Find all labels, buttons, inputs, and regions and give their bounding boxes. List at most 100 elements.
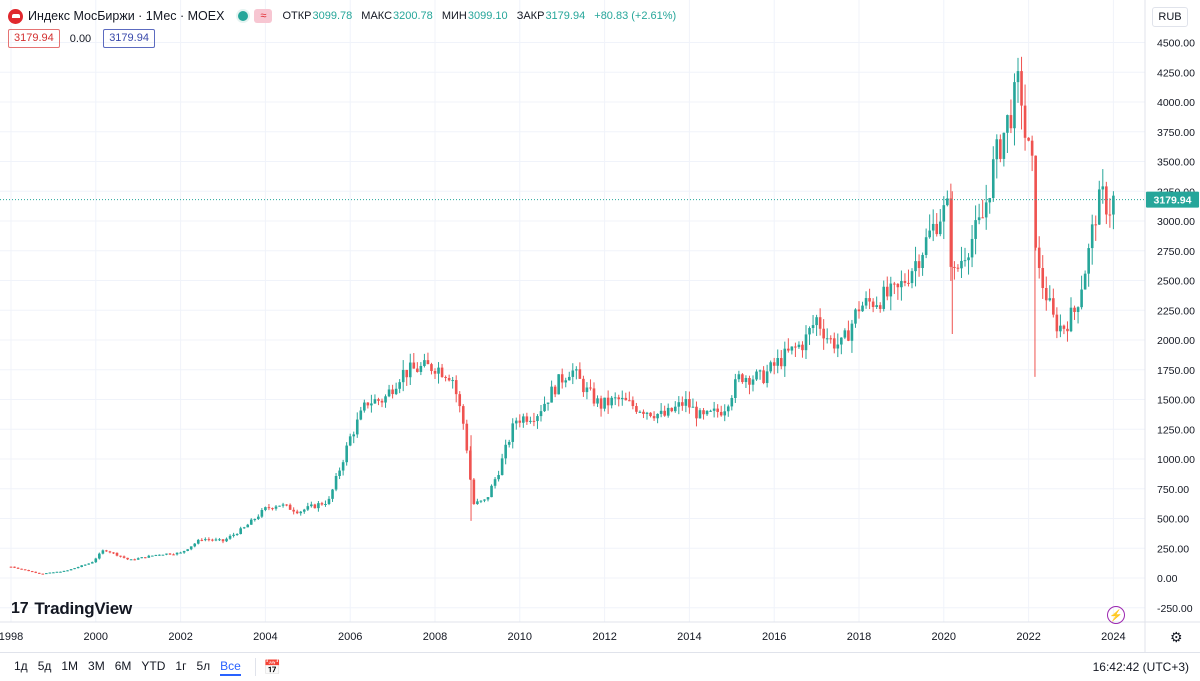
candle-body[interactable] [264, 507, 267, 511]
candle-body[interactable] [320, 503, 324, 505]
candle-body[interactable] [430, 364, 433, 371]
candle-body[interactable] [126, 557, 129, 560]
candle-body[interactable] [151, 555, 154, 557]
candle-body[interactable] [30, 571, 34, 573]
candle-body[interactable] [546, 402, 550, 404]
candle-body[interactable] [536, 416, 539, 422]
range-button-5[interactable]: YTD [141, 658, 166, 673]
candle-body[interactable] [479, 500, 483, 502]
candle-body[interactable] [352, 434, 356, 437]
candle-body[interactable] [242, 527, 246, 529]
candle-body[interactable] [557, 374, 560, 395]
candle-body[interactable] [1080, 289, 1083, 308]
candle-body[interactable] [504, 444, 507, 459]
candle-body[interactable] [709, 410, 712, 412]
candle-body[interactable] [970, 238, 974, 258]
candle-body[interactable] [90, 562, 94, 564]
candle-body[interactable] [553, 386, 557, 395]
candle-body[interactable] [783, 348, 787, 367]
candle-body[interactable] [469, 450, 472, 480]
candle-body[interactable] [977, 217, 981, 221]
candle-body[interactable] [136, 558, 140, 560]
candle-body[interactable] [875, 305, 878, 308]
candle-body[interactable] [999, 139, 1002, 159]
candle-body[interactable] [380, 400, 384, 403]
candle-body[interactable] [317, 503, 320, 509]
candle-body[interactable] [87, 563, 91, 565]
tradingview-logo[interactable]: 17 TradingView [11, 599, 132, 619]
candle-body[interactable] [776, 358, 780, 366]
candle-body[interactable] [179, 552, 182, 554]
candle-body[interactable] [313, 504, 317, 509]
candle-body[interactable] [659, 410, 663, 414]
candle-body[interactable] [1044, 287, 1048, 301]
candle-body[interactable] [921, 254, 924, 269]
candle-body[interactable] [850, 323, 854, 341]
candle-body[interactable] [486, 497, 490, 500]
candle-body[interactable] [984, 202, 988, 218]
candle-body[interactable] [302, 509, 306, 512]
candle-body[interactable] [931, 223, 935, 231]
candle-body[interactable] [882, 286, 886, 309]
candle-body[interactable] [688, 399, 691, 408]
candle-body[interactable] [373, 399, 377, 404]
candle-body[interactable] [398, 382, 401, 389]
candle-body[interactable] [843, 330, 847, 338]
candle-body[interactable] [942, 205, 946, 222]
candle-body[interactable] [62, 570, 66, 572]
candle-body[interactable] [1030, 140, 1034, 156]
candle-body[interactable] [295, 511, 299, 514]
candle-body[interactable] [34, 571, 38, 573]
candle-body[interactable] [454, 380, 458, 395]
candle-body[interactable] [974, 220, 977, 239]
candle-body[interactable] [1020, 71, 1023, 106]
candle-body[interactable] [737, 374, 741, 380]
candle-body[interactable] [787, 348, 790, 351]
candle-body[interactable] [748, 377, 751, 385]
candle-body[interactable] [677, 402, 681, 407]
candle-body[interactable] [1112, 195, 1115, 215]
candle-body[interactable] [917, 261, 921, 269]
candle-body[interactable] [94, 558, 98, 563]
candle-body[interactable] [649, 412, 652, 417]
candle-body[interactable] [794, 346, 797, 348]
candle-body[interactable] [423, 360, 426, 366]
candle-body[interactable] [465, 423, 469, 451]
candle-body[interactable] [539, 411, 543, 417]
candle-body[interactable] [476, 501, 479, 505]
candle-body[interactable] [260, 510, 264, 517]
candle-body[interactable] [946, 198, 949, 206]
candle-body[interactable] [1002, 132, 1006, 159]
candle-body[interactable] [447, 377, 451, 381]
candle-body[interactable] [310, 504, 313, 507]
candle-body[interactable] [416, 368, 419, 372]
candle-body[interactable] [324, 503, 327, 505]
candle-body[interactable] [596, 398, 599, 404]
candle-body[interactable] [726, 406, 730, 412]
candle-body[interactable] [48, 572, 52, 574]
candle-body[interactable] [211, 539, 214, 541]
candle-body[interactable] [299, 511, 303, 514]
candle-body[interactable] [1090, 224, 1094, 249]
candle-body[interactable] [122, 556, 126, 558]
candle-body[interactable] [419, 365, 423, 372]
candle-body[interactable] [1013, 82, 1016, 129]
candle-body[interactable] [861, 305, 864, 312]
candle-body[interactable] [589, 387, 592, 389]
candle-body[interactable] [507, 441, 511, 445]
candle-body[interactable] [69, 569, 73, 571]
candle-body[interactable] [585, 387, 589, 393]
candle-body[interactable] [617, 397, 621, 400]
candle-body[interactable] [762, 370, 765, 384]
settings-gear-icon[interactable]: ⚙ [1170, 629, 1183, 645]
candle-body[interactable] [751, 379, 755, 385]
candle-body[interactable] [437, 367, 440, 374]
candle-body[interactable] [147, 555, 151, 558]
candle-body[interactable] [935, 223, 939, 235]
candle-body[interactable] [493, 479, 497, 486]
candle-body[interactable] [666, 407, 670, 416]
candle-body[interactable] [705, 410, 709, 415]
candle-body[interactable] [366, 402, 370, 406]
candle-body[interactable] [963, 260, 967, 262]
